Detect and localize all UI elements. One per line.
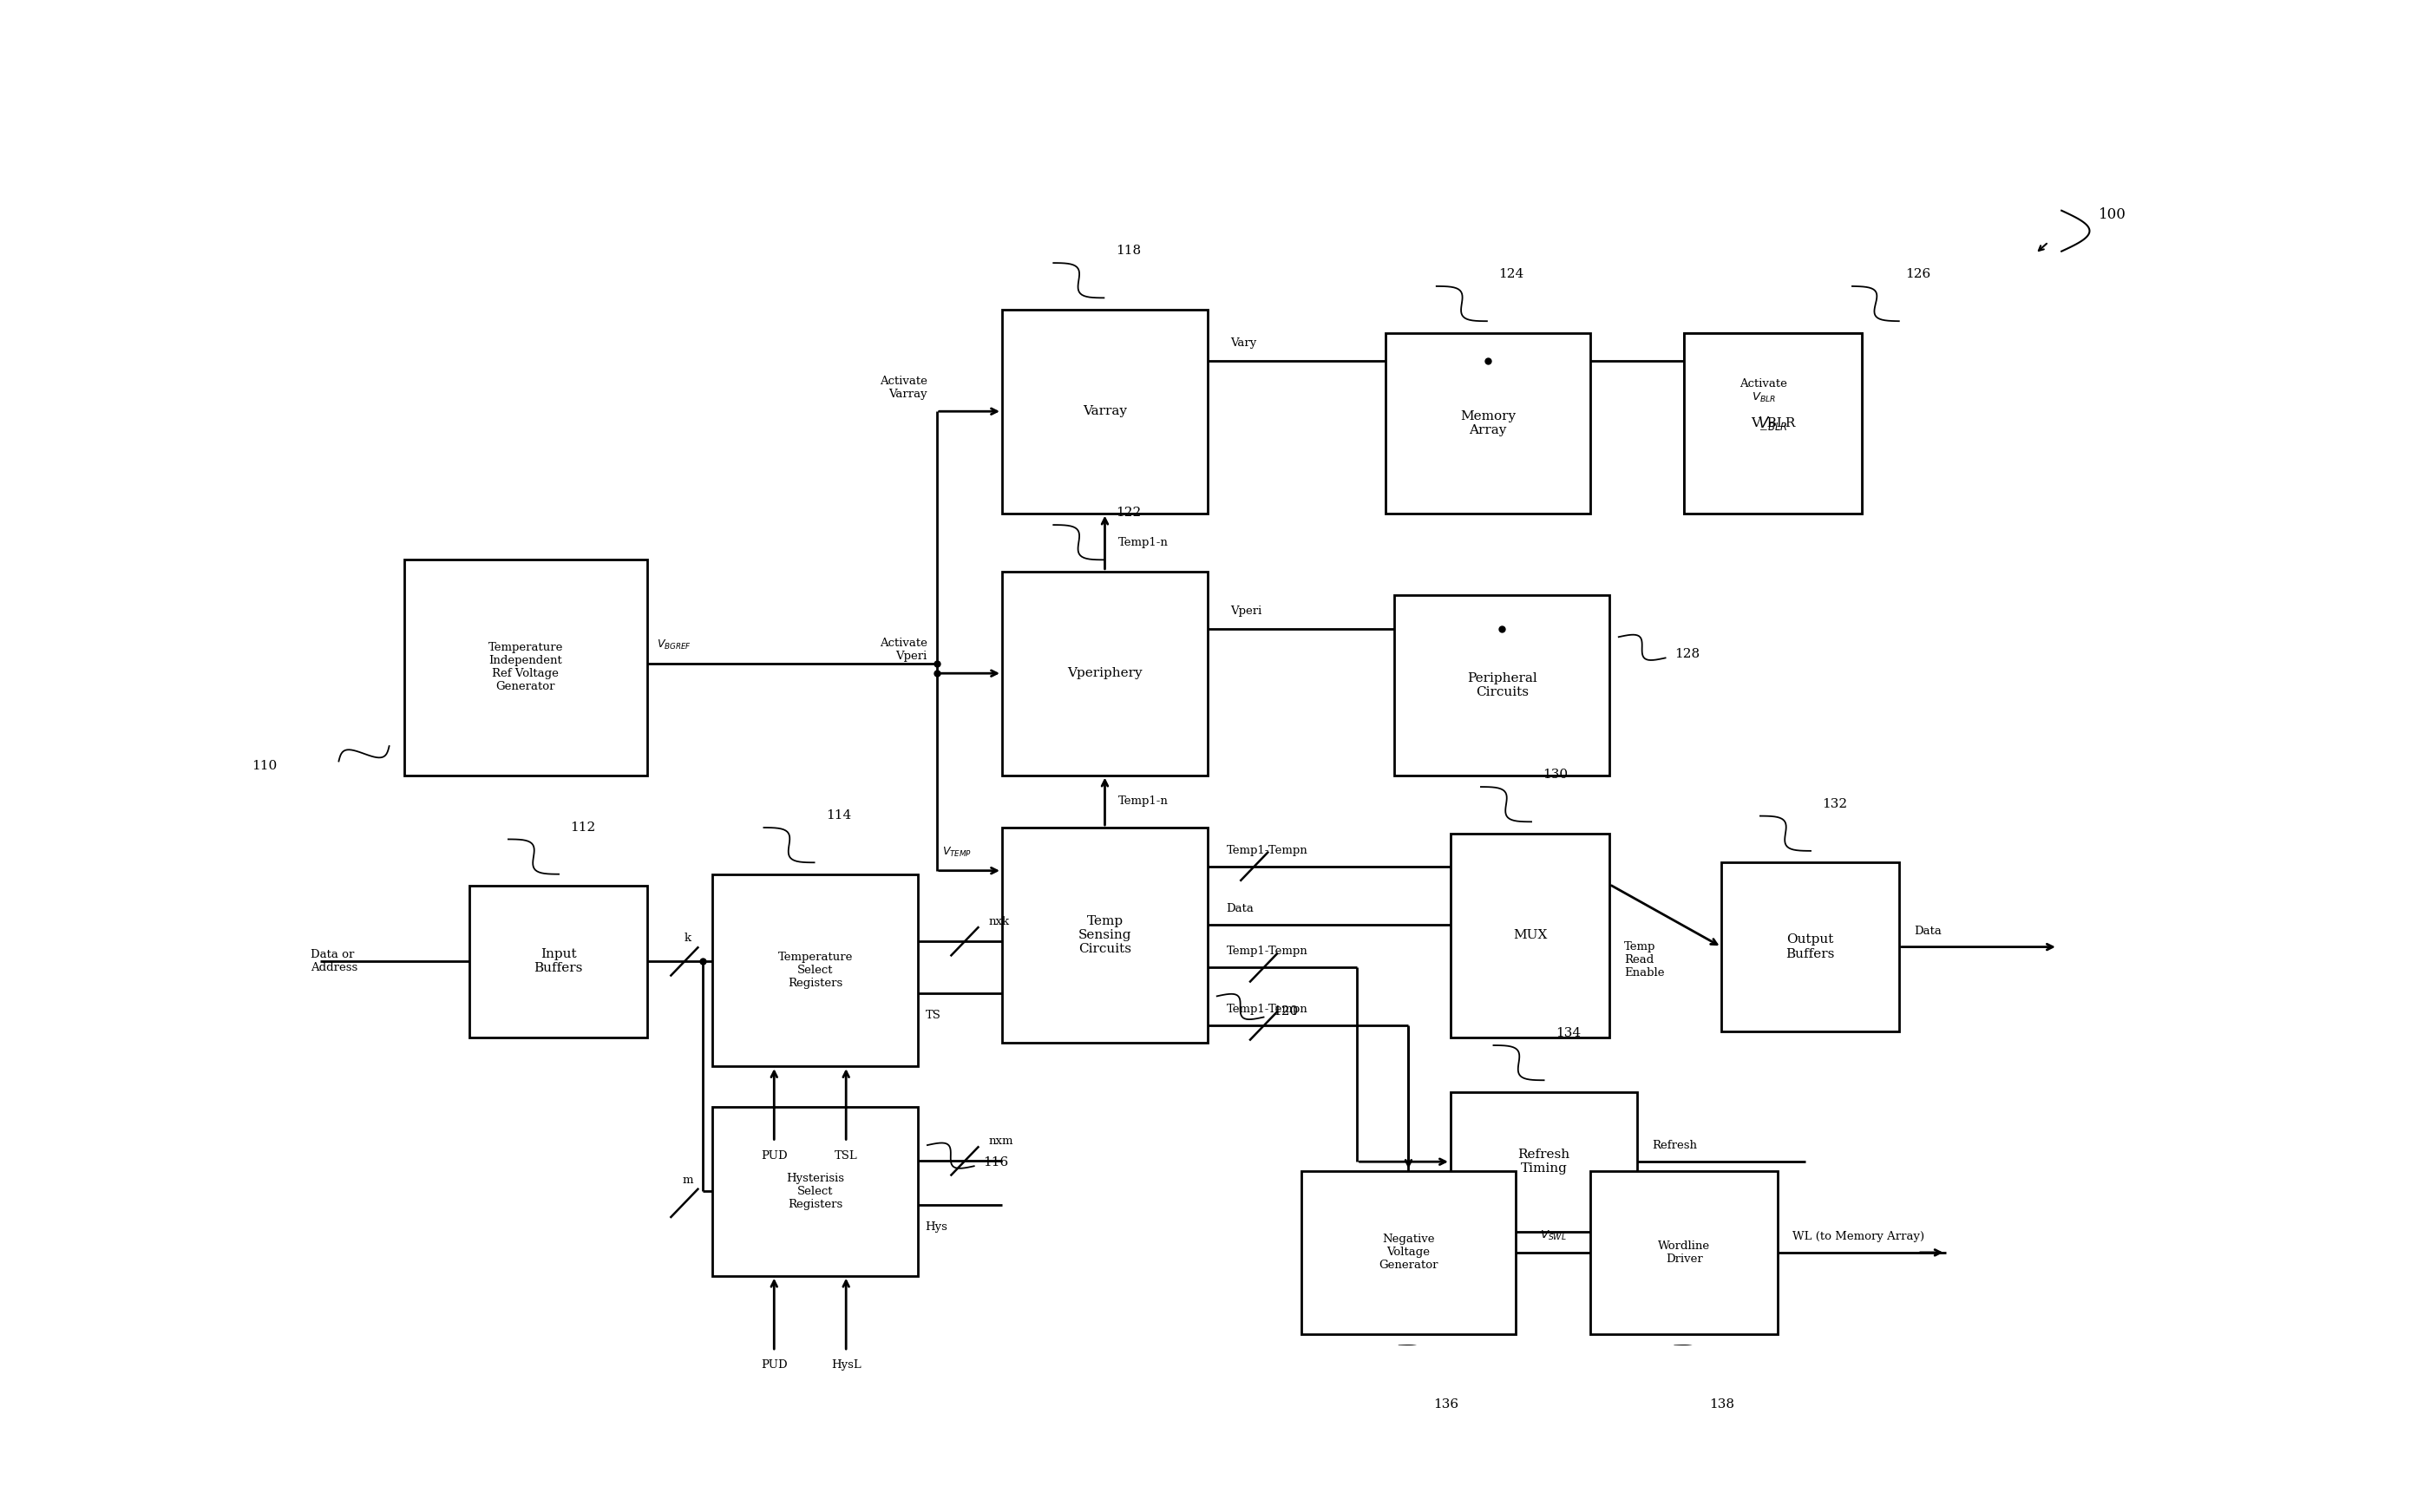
- Text: Temp
Sensing
Circuits: Temp Sensing Circuits: [1078, 915, 1131, 956]
- Text: Vary: Vary: [1230, 337, 1256, 349]
- Text: Temp1-Tempn: Temp1-Tempn: [1227, 845, 1307, 856]
- Text: 132: 132: [1823, 798, 1847, 810]
- Bar: [1683, 333, 1861, 513]
- Text: m: m: [682, 1175, 694, 1185]
- Text: $V_{BLR}$: $V_{BLR}$: [1758, 414, 1789, 432]
- Text: Peripheral
Circuits: Peripheral Circuits: [1466, 671, 1536, 699]
- Text: WL (to Memory Array): WL (to Memory Array): [1791, 1231, 1924, 1241]
- Text: Refresh: Refresh: [1652, 1140, 1697, 1151]
- Bar: [1683, 333, 1861, 513]
- Text: Refresh
Timing: Refresh Timing: [1519, 1149, 1570, 1175]
- Bar: [1302, 1170, 1517, 1334]
- Text: 110: 110: [251, 761, 277, 773]
- Text: 112: 112: [571, 821, 596, 833]
- Text: 116: 116: [984, 1157, 1008, 1169]
- Text: MUX: MUX: [1512, 930, 1548, 942]
- Text: 122: 122: [1116, 507, 1140, 519]
- Bar: [714, 874, 919, 1066]
- Text: 128: 128: [1676, 649, 1700, 661]
- Text: Vperiphery: Vperiphery: [1068, 667, 1143, 679]
- Text: 100: 100: [2100, 207, 2127, 222]
- Text: $V_{BGREF}$: $V_{BGREF}$: [656, 638, 692, 652]
- Text: Temp
Read
Enable: Temp Read Enable: [1625, 940, 1664, 978]
- Text: Temp1-Tempn: Temp1-Tempn: [1227, 1004, 1307, 1015]
- Text: 118: 118: [1116, 245, 1140, 257]
- Text: 124: 124: [1500, 268, 1524, 280]
- Text: Hys: Hys: [926, 1222, 948, 1232]
- Bar: [470, 886, 646, 1037]
- Text: Activate
$V_{BLR}$: Activate $V_{BLR}$: [1741, 378, 1787, 404]
- Text: HysL: HysL: [832, 1359, 861, 1371]
- Text: nxm: nxm: [989, 1136, 1013, 1148]
- Bar: [1451, 1092, 1637, 1232]
- Bar: [1003, 572, 1208, 776]
- Text: Activate
Vperi: Activate Vperi: [880, 638, 928, 662]
- Text: 138: 138: [1709, 1399, 1734, 1411]
- Text: 134: 134: [1555, 1027, 1582, 1039]
- Bar: [1003, 310, 1208, 513]
- Text: Varray: Varray: [1083, 405, 1126, 417]
- Text: TSL: TSL: [834, 1151, 858, 1161]
- Text: Negative
Voltage
Generator: Negative Voltage Generator: [1379, 1234, 1439, 1272]
- Text: Temperature
Select
Registers: Temperature Select Registers: [779, 951, 853, 989]
- Text: Temp1-Tempn: Temp1-Tempn: [1227, 947, 1307, 957]
- Text: $V_{SWL}$: $V_{SWL}$: [1541, 1229, 1567, 1241]
- Text: Vperi: Vperi: [1230, 606, 1261, 617]
- Text: Data: Data: [1914, 925, 1941, 936]
- Text: TS: TS: [926, 1010, 940, 1021]
- Text: $V_{TEMP}$: $V_{TEMP}$: [943, 845, 972, 859]
- Bar: [1384, 333, 1591, 513]
- Text: Temp1-n: Temp1-n: [1119, 537, 1169, 547]
- Text: 136: 136: [1432, 1399, 1459, 1411]
- Bar: [714, 1107, 919, 1276]
- Bar: [1591, 1170, 1777, 1334]
- Text: nxk: nxk: [989, 916, 1010, 927]
- Bar: [1721, 862, 1900, 1031]
- Text: Data or
Address: Data or Address: [311, 950, 357, 974]
- Text: Output
Buffers: Output Buffers: [1787, 934, 1835, 960]
- Text: Memory
Array: Memory Array: [1461, 410, 1517, 435]
- Text: Temp1-n: Temp1-n: [1119, 795, 1169, 807]
- Bar: [1394, 594, 1608, 776]
- Text: 120: 120: [1273, 1005, 1300, 1018]
- Text: Wordline
Driver: Wordline Driver: [1659, 1240, 1709, 1264]
- Bar: [1451, 833, 1608, 1037]
- Text: 126: 126: [1905, 268, 1931, 280]
- Text: V_BLR: V_BLR: [1750, 417, 1796, 429]
- Bar: [405, 559, 646, 776]
- Text: Hysterisis
Select
Registers: Hysterisis Select Registers: [786, 1173, 844, 1210]
- Text: PUD: PUD: [762, 1151, 788, 1161]
- Text: Input
Buffers: Input Buffers: [533, 948, 583, 975]
- Text: 130: 130: [1543, 770, 1567, 782]
- Bar: [1003, 827, 1208, 1043]
- Text: k: k: [685, 933, 692, 943]
- Text: PUD: PUD: [762, 1359, 788, 1371]
- Text: Activate
Varray: Activate Varray: [880, 375, 928, 399]
- Text: Temperature
Independent
Ref Voltage
Generator: Temperature Independent Ref Voltage Gene…: [487, 643, 564, 692]
- Text: Data: Data: [1227, 903, 1254, 915]
- Text: 114: 114: [827, 809, 851, 823]
